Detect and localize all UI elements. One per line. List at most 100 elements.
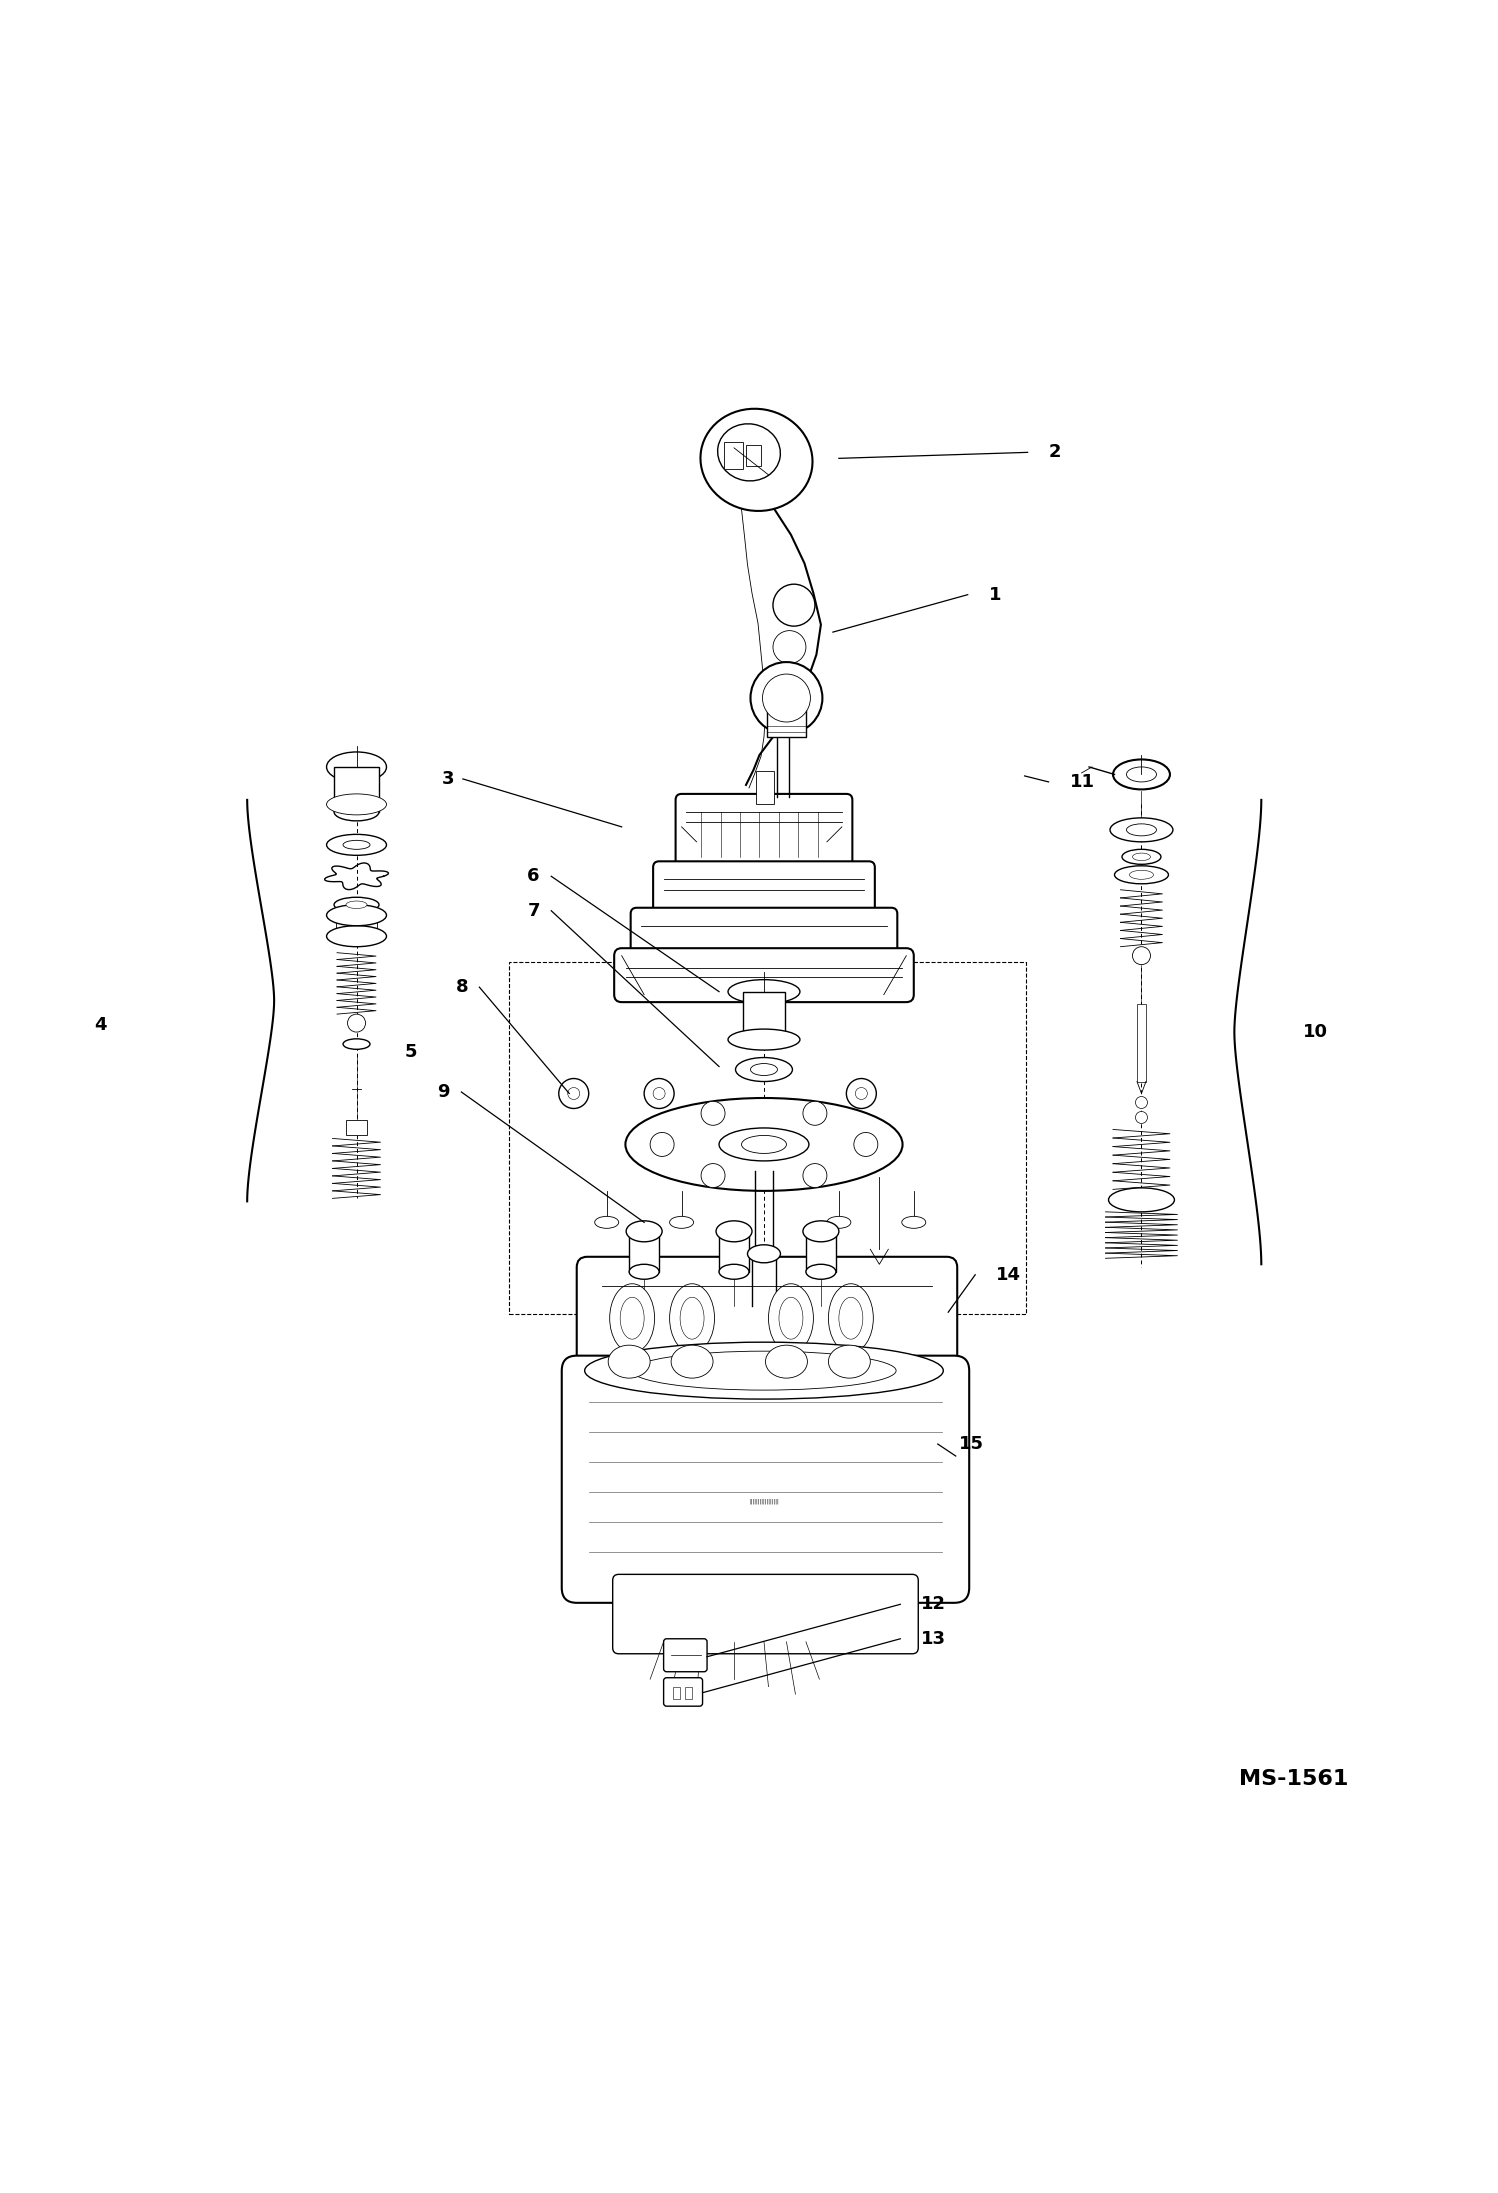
Circle shape [773, 583, 815, 627]
Bar [334, 768, 379, 811]
Ellipse shape [334, 803, 379, 820]
Ellipse shape [1132, 853, 1150, 860]
Ellipse shape [1126, 768, 1156, 783]
Ellipse shape [1109, 1189, 1174, 1213]
Ellipse shape [728, 980, 800, 1004]
Ellipse shape [346, 901, 367, 908]
Ellipse shape [736, 1057, 792, 1081]
FancyBboxPatch shape [562, 1355, 969, 1603]
Ellipse shape [1129, 871, 1153, 879]
Bar [685, 1686, 692, 1700]
Ellipse shape [718, 423, 780, 480]
Ellipse shape [902, 1217, 926, 1228]
Bar [767, 711, 806, 737]
Ellipse shape [803, 1222, 839, 1241]
Ellipse shape [680, 1298, 704, 1340]
Ellipse shape [716, 1222, 752, 1241]
Bar [1137, 1004, 1146, 1081]
Ellipse shape [839, 1298, 863, 1340]
Ellipse shape [334, 897, 379, 912]
Ellipse shape [1122, 849, 1161, 864]
Ellipse shape [595, 1217, 619, 1228]
Ellipse shape [1126, 825, 1156, 836]
FancyBboxPatch shape [653, 862, 875, 925]
Bar [756, 772, 774, 805]
Ellipse shape [827, 1217, 851, 1228]
Text: 2: 2 [1049, 443, 1061, 461]
Text: 1: 1 [989, 586, 1001, 603]
Ellipse shape [1110, 818, 1173, 842]
Ellipse shape [828, 1283, 873, 1353]
Ellipse shape [779, 1298, 803, 1340]
Ellipse shape [327, 925, 386, 947]
Ellipse shape [670, 1283, 715, 1353]
Bar [673, 1686, 680, 1700]
Circle shape [1135, 1096, 1147, 1107]
Ellipse shape [806, 1265, 836, 1279]
Ellipse shape [719, 1127, 809, 1160]
Bar [346, 1121, 367, 1136]
Circle shape [559, 1079, 589, 1107]
Circle shape [653, 1088, 665, 1099]
Ellipse shape [828, 1344, 870, 1377]
Circle shape [701, 1164, 725, 1189]
Circle shape [701, 1101, 725, 1125]
Ellipse shape [701, 408, 812, 511]
Text: MS-1561: MS-1561 [1239, 1768, 1348, 1789]
Ellipse shape [327, 752, 386, 783]
Ellipse shape [728, 1029, 800, 1050]
Text: 6: 6 [527, 866, 539, 886]
Circle shape [855, 1088, 867, 1099]
Bar [719, 1230, 749, 1272]
Ellipse shape [608, 1344, 650, 1377]
Ellipse shape [629, 1265, 659, 1279]
Ellipse shape [626, 1222, 662, 1241]
Bar [509, 963, 1026, 1314]
Ellipse shape [584, 1342, 944, 1399]
Circle shape [644, 1079, 674, 1107]
FancyBboxPatch shape [664, 1638, 707, 1671]
Bar [746, 445, 761, 465]
Ellipse shape [610, 1283, 655, 1353]
FancyBboxPatch shape [631, 908, 897, 967]
FancyBboxPatch shape [664, 1678, 703, 1706]
Ellipse shape [670, 1217, 694, 1228]
Text: 7: 7 [527, 901, 539, 919]
Ellipse shape [626, 1099, 902, 1191]
Text: 4: 4 [94, 1015, 106, 1033]
Ellipse shape [765, 1344, 807, 1377]
FancyBboxPatch shape [676, 794, 852, 882]
Ellipse shape [632, 1351, 896, 1390]
Text: 9: 9 [437, 1083, 449, 1101]
Text: 3: 3 [442, 770, 454, 787]
Ellipse shape [343, 1039, 370, 1048]
Circle shape [650, 1132, 674, 1156]
Ellipse shape [750, 1064, 777, 1075]
Circle shape [568, 1088, 580, 1099]
Text: 12: 12 [921, 1594, 947, 1614]
Circle shape [1135, 1112, 1147, 1123]
Text: 5: 5 [404, 1042, 416, 1061]
Ellipse shape [327, 833, 386, 855]
Ellipse shape [343, 840, 370, 849]
Bar [806, 1230, 836, 1272]
Circle shape [762, 673, 810, 721]
Bar [724, 441, 743, 469]
Ellipse shape [620, 1298, 644, 1340]
Ellipse shape [671, 1344, 713, 1377]
Circle shape [773, 632, 806, 664]
FancyBboxPatch shape [613, 1575, 918, 1654]
Text: 10: 10 [1303, 1024, 1329, 1042]
Circle shape [846, 1079, 876, 1107]
Ellipse shape [1115, 866, 1168, 884]
Ellipse shape [719, 1265, 749, 1279]
Text: 15: 15 [959, 1434, 984, 1454]
Ellipse shape [1113, 759, 1170, 789]
Bar [595, 1364, 939, 1388]
Circle shape [750, 662, 822, 735]
Bar [336, 914, 377, 936]
Text: 11: 11 [1070, 772, 1095, 792]
Ellipse shape [748, 1246, 780, 1263]
Text: 14: 14 [996, 1265, 1022, 1283]
FancyBboxPatch shape [614, 947, 914, 1002]
